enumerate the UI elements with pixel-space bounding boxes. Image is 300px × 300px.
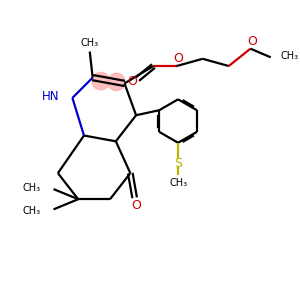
Text: O: O (173, 52, 183, 65)
Text: S: S (174, 157, 182, 169)
Text: CH₃: CH₃ (281, 51, 299, 61)
Text: O: O (247, 35, 257, 48)
Text: CH₃: CH₃ (169, 178, 187, 188)
Text: CH₃: CH₃ (81, 38, 99, 48)
Text: CH₃: CH₃ (22, 206, 40, 216)
Text: O: O (127, 76, 137, 88)
Text: CH₃: CH₃ (22, 183, 40, 193)
Text: O: O (131, 199, 141, 212)
Text: HN: HN (42, 90, 59, 103)
Circle shape (108, 73, 125, 91)
Circle shape (92, 72, 110, 90)
